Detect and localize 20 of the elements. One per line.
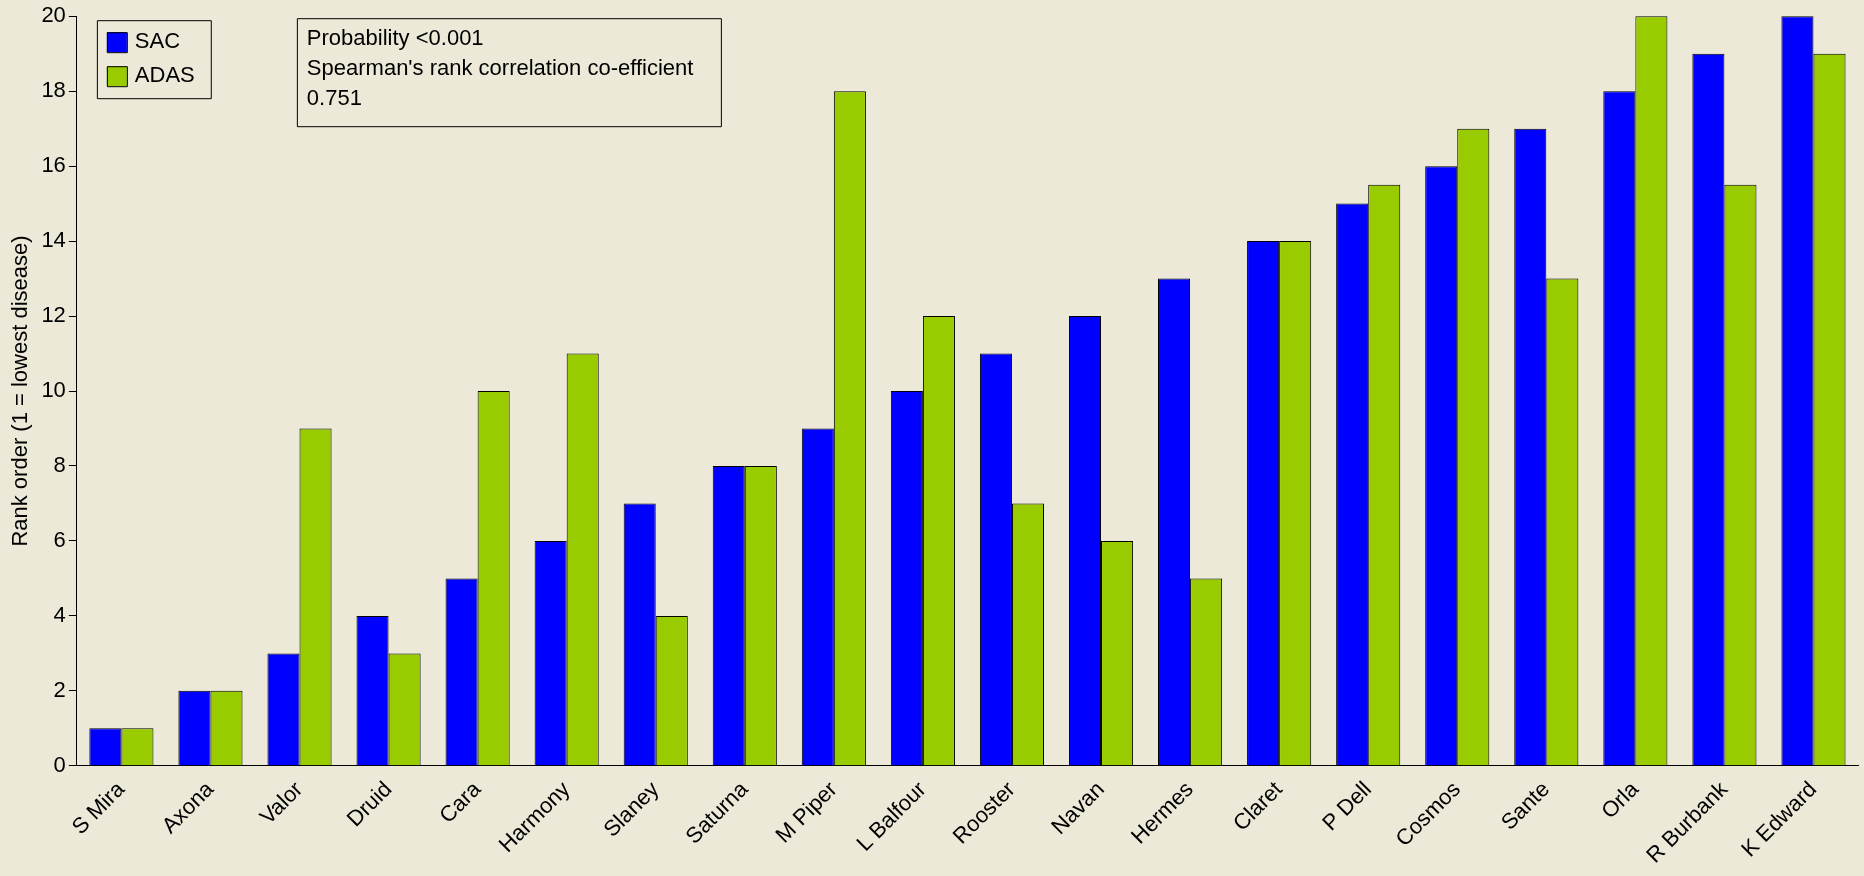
y-tick-label: 6 (53, 527, 66, 553)
legend-label: SAC (134, 28, 181, 54)
y-tick-label: 18 (41, 77, 66, 103)
y-tick-label: 2 (53, 676, 66, 702)
y-tick-label: 12 (41, 302, 66, 328)
y-tick-label: 16 (41, 152, 66, 178)
y-tick-label: 8 (53, 452, 66, 478)
x-tick-label: Cara (434, 775, 486, 828)
y-axis-title: Rank order (1 = lowest disease) (7, 235, 33, 547)
y-tick-label: 4 (53, 601, 66, 627)
x-tick-label: P Dell (1317, 776, 1377, 836)
annotation: Spearman's rank correlation co-efficient 0.751 (306, 55, 694, 111)
annotation: Probability <0.001 (306, 25, 484, 51)
y-tick-label: 20 (41, 2, 66, 28)
legend-label: ADAS (134, 62, 195, 88)
x-tick-label: S Mira (66, 775, 130, 839)
y-tick-label: 14 (41, 227, 66, 253)
y-tick-label: 0 (53, 751, 66, 777)
x-tick-label: Orla (1596, 775, 1644, 824)
y-tick-label: 10 (41, 377, 66, 403)
